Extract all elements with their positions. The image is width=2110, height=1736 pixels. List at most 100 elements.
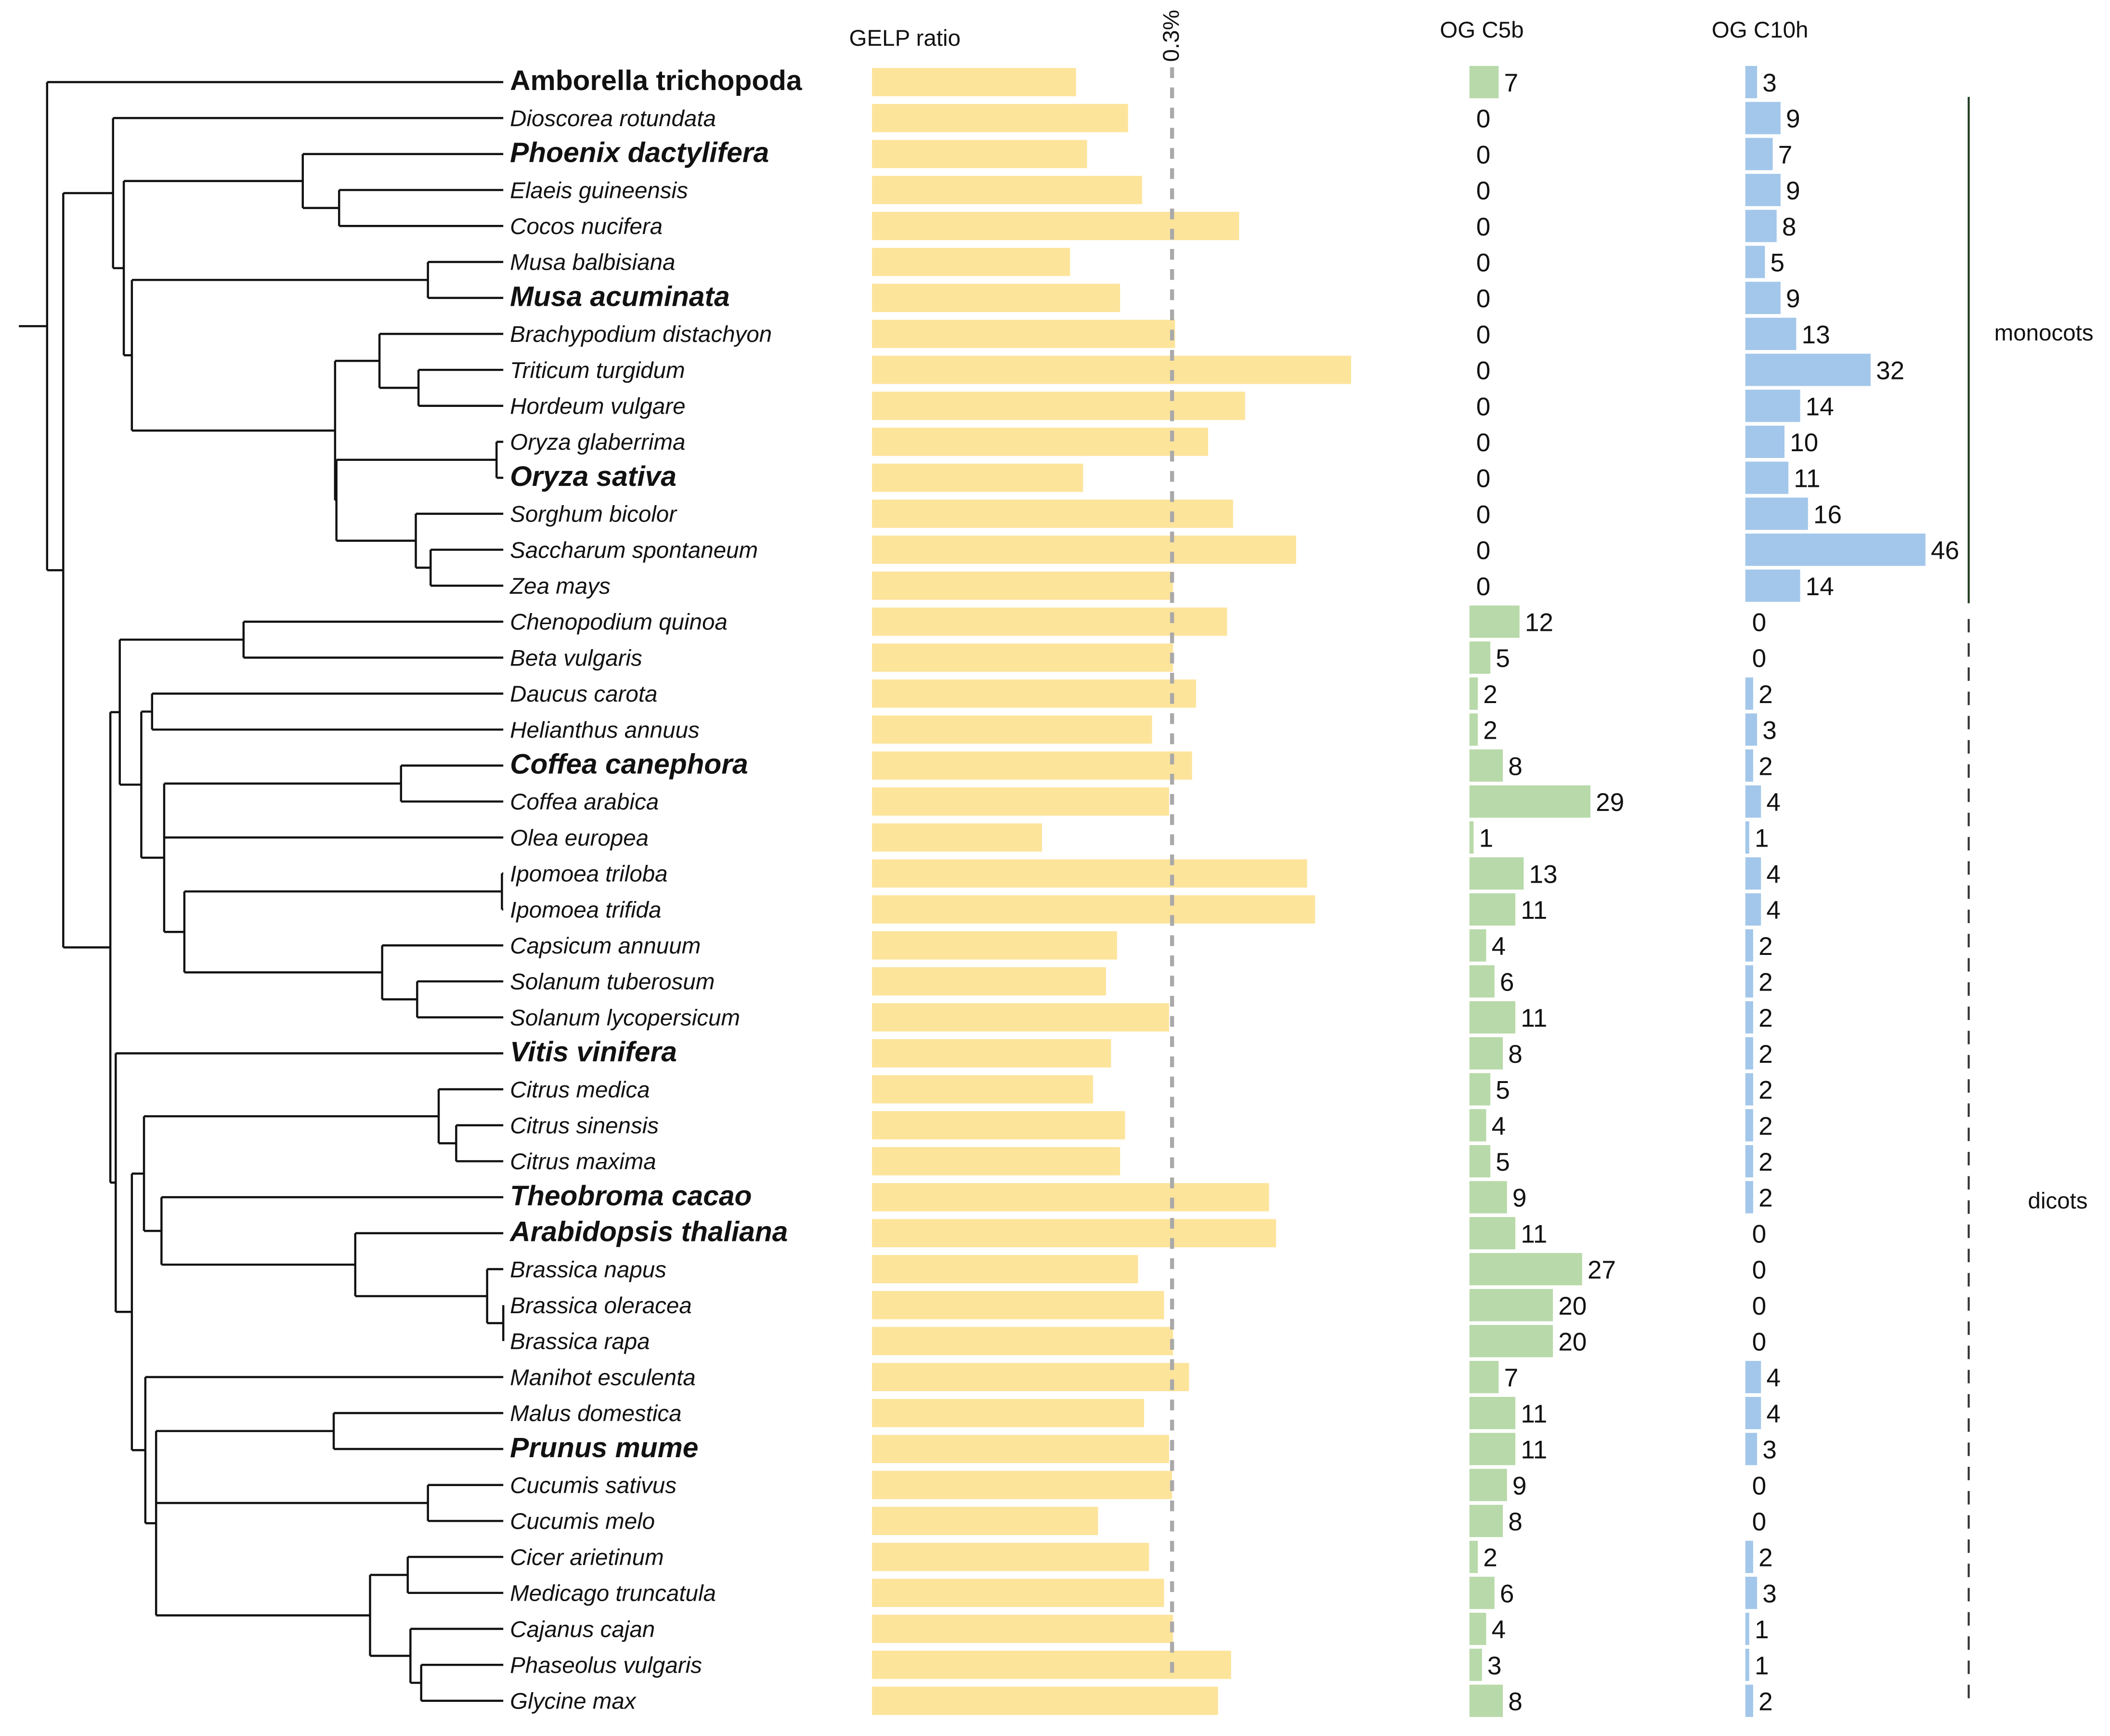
c10h-bar bbox=[1745, 246, 1765, 278]
c10h-bar bbox=[1745, 713, 1758, 746]
species-label: Solanum lycopersicum bbox=[510, 1005, 740, 1031]
c10h-value-label: 2 bbox=[1758, 1544, 1773, 1572]
c10h-value-label: 4 bbox=[1766, 788, 1781, 817]
c10h-value-label: 9 bbox=[1786, 177, 1800, 205]
c5b-bar bbox=[1469, 893, 1516, 926]
species-label: Zea mays bbox=[509, 574, 611, 599]
species-label: Citrus sinensis bbox=[510, 1113, 659, 1139]
c10h-value-label: 1 bbox=[1755, 824, 1769, 853]
c5b-value-label: 0 bbox=[1476, 465, 1491, 493]
c5b-value-label: 0 bbox=[1476, 105, 1491, 133]
gelp-bar bbox=[872, 571, 1173, 600]
gelp-bar bbox=[872, 1398, 1144, 1427]
c10h-value-label: 2 bbox=[1758, 1687, 1773, 1716]
gelp-bar bbox=[872, 1219, 1276, 1248]
c5b-value-label: 0 bbox=[1476, 249, 1491, 277]
c10h-value-label: 9 bbox=[1786, 285, 1800, 313]
c5b-bar bbox=[1469, 65, 1499, 99]
monocots-label: monocots bbox=[1994, 320, 2094, 346]
species-label: Brachypodium distachyon bbox=[510, 322, 772, 347]
c10h-value-label: 2 bbox=[1758, 752, 1773, 781]
c5b-value-label: 9 bbox=[1512, 1472, 1527, 1500]
c5b-value-label: 0 bbox=[1476, 177, 1491, 205]
c10h-value-label: 2 bbox=[1758, 932, 1773, 961]
species-label: Manihot esculenta bbox=[510, 1365, 696, 1390]
c5b-value-label: 0 bbox=[1476, 285, 1491, 313]
c5b-value-label: 2 bbox=[1483, 1544, 1498, 1572]
species-label: Musa balbisiana bbox=[510, 250, 675, 275]
dicots-label: dicots bbox=[2028, 1188, 2088, 1214]
species-label: Coffea arabica bbox=[510, 789, 659, 815]
c5b-bar bbox=[1469, 821, 1474, 854]
species-label: Saccharum spontaneum bbox=[510, 537, 758, 563]
gelp-bar bbox=[872, 1111, 1125, 1140]
species-label: Oryza sativa bbox=[510, 461, 677, 492]
c5b-value-label: 0 bbox=[1476, 357, 1491, 385]
species-label: Coffea canephora bbox=[510, 749, 748, 780]
c5b-bar bbox=[1469, 1577, 1495, 1609]
c5b-bar bbox=[1469, 605, 1520, 638]
gelp-bar bbox=[872, 1147, 1120, 1175]
species-label: Brassica oleracea bbox=[510, 1293, 692, 1318]
c5b-value-label: 0 bbox=[1476, 392, 1491, 421]
c5b-column-header: OG C5b bbox=[1440, 17, 1524, 43]
c5b-value-label: 11 bbox=[1521, 896, 1547, 925]
gelp-bar bbox=[872, 176, 1142, 204]
c10h-value-label: 0 bbox=[1752, 1256, 1767, 1284]
c5b-value-label: 8 bbox=[1508, 1508, 1523, 1536]
c10h-value-label: 5 bbox=[1770, 249, 1784, 277]
c5b-bar bbox=[1469, 1361, 1499, 1394]
c10h-bar bbox=[1745, 102, 1781, 134]
c10h-bar bbox=[1745, 929, 1753, 962]
c5b-value-label: 20 bbox=[1558, 1292, 1587, 1320]
c5b-bar bbox=[1469, 1504, 1503, 1537]
species-label: Cocos nucifera bbox=[510, 214, 663, 239]
c10h-bar bbox=[1745, 390, 1800, 422]
c10h-bar bbox=[1745, 857, 1761, 890]
gelp-bar bbox=[872, 715, 1152, 744]
c5b-value-label: 13 bbox=[1529, 860, 1558, 888]
gelp-bar bbox=[872, 1435, 1169, 1463]
c10h-bar bbox=[1745, 1361, 1761, 1394]
gelp-bar bbox=[872, 1686, 1218, 1715]
species-label: Amborella trichopoda bbox=[510, 65, 802, 96]
gelp-bar bbox=[872, 392, 1245, 420]
species-label: Solanum tuberosum bbox=[510, 969, 715, 995]
c10h-bar bbox=[1745, 1684, 1753, 1717]
gelp-bar bbox=[872, 320, 1175, 348]
gelp-bar bbox=[872, 1507, 1098, 1535]
c5b-value-label: 3 bbox=[1487, 1652, 1502, 1680]
c10h-bar bbox=[1745, 353, 1871, 386]
phylogenetic-tree bbox=[19, 81, 505, 1702]
c5b-bar bbox=[1469, 1037, 1503, 1070]
gelp-bar bbox=[872, 1471, 1172, 1500]
c10h-bar bbox=[1745, 821, 1749, 854]
c10h-value-label: 4 bbox=[1766, 1400, 1781, 1428]
species-label: Phoenix dactylifera bbox=[510, 137, 769, 169]
c5b-value-label: 2 bbox=[1483, 717, 1498, 745]
gelp-bar bbox=[872, 1075, 1094, 1104]
c10h-bar bbox=[1745, 1433, 1758, 1465]
c10h-value-label: 2 bbox=[1758, 680, 1773, 709]
c10h-column-header: OG C10h bbox=[1712, 17, 1809, 43]
gelp-bar bbox=[872, 1003, 1169, 1031]
c10h-value-label: 0 bbox=[1752, 1328, 1767, 1356]
bar-columns: 7 30 90 70 90 80 50 90 130 320 140 100 110 160 460 1412… bbox=[872, 65, 1959, 1717]
c5b-value-label: 0 bbox=[1476, 321, 1491, 349]
species-label: Malus domestica bbox=[510, 1401, 681, 1426]
c10h-bar bbox=[1745, 425, 1784, 458]
gelp-bar bbox=[872, 211, 1239, 240]
c5b-bar bbox=[1469, 1648, 1482, 1681]
gelp-bar bbox=[872, 355, 1351, 384]
gelp-bar bbox=[872, 1039, 1111, 1068]
species-label: Glycine max bbox=[510, 1689, 637, 1714]
species-label: Elaeis guineensis bbox=[510, 178, 688, 203]
c5b-value-label: 5 bbox=[1496, 1076, 1510, 1105]
gelp-column-header: GELP ratio bbox=[849, 26, 960, 51]
gelp-bar bbox=[872, 463, 1083, 492]
species-labels: Amborella trichopoda Dioscorea rotundata P… bbox=[509, 65, 802, 1714]
c10h-bar bbox=[1745, 1073, 1753, 1106]
species-label: Olea europea bbox=[510, 825, 649, 851]
gelp-bar bbox=[872, 68, 1076, 96]
